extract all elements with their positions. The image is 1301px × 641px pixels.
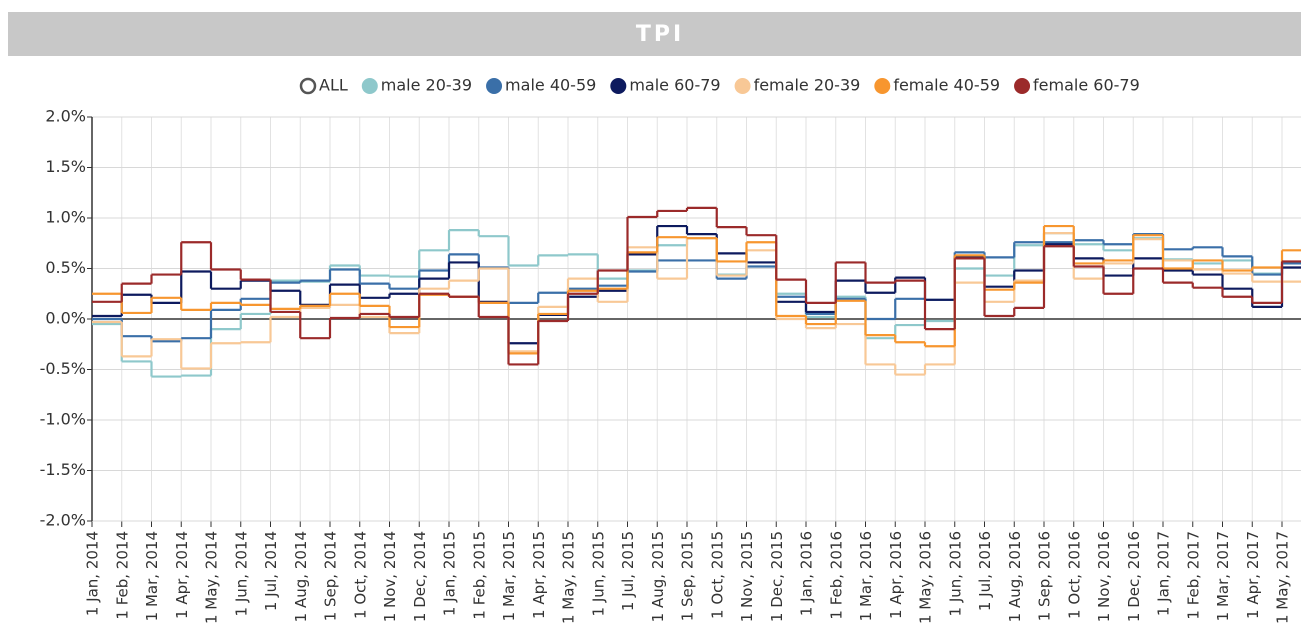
y-tick-label: 1.5% (45, 157, 86, 176)
x-tick-label: 1 Jan, 2017 (1155, 531, 1173, 616)
x-tick-label: 1 Sep, 2015 (679, 531, 697, 621)
legend-label: male 40-59 (505, 76, 596, 95)
x-tick-label: 1 Jul, 2016 (976, 531, 994, 611)
x-tick-label: 1 Nov, 2016 (1095, 531, 1113, 622)
x-tick-label: 1 Mar, 2014 (143, 531, 161, 621)
x-tick-label: 1 Dec, 2016 (1125, 531, 1143, 622)
x-tick-label: 1 Oct, 2016 (1065, 531, 1083, 619)
legend-marker (486, 78, 503, 94)
x-tick-label: 1 Jun, 2014 (232, 531, 250, 616)
x-tick-label: 1 Feb, 2014 (113, 531, 131, 620)
series (92, 229, 1301, 378)
legend-label: male 20-39 (381, 76, 472, 95)
legend-label: female 40-59 (893, 76, 1000, 95)
legend-marker (299, 77, 317, 95)
x-tick-label: 1 Apr, 2016 (887, 531, 905, 619)
x-tick-label: 1 Jun, 2015 (589, 531, 607, 616)
x-tick-label: 1 Oct, 2014 (351, 531, 369, 619)
legend-marker (874, 78, 891, 94)
x-tick-label: 1 Aug, 2016 (1006, 531, 1024, 622)
x-tick-label: 1 Jan, 2015 (441, 531, 459, 616)
legend-marker (1014, 78, 1031, 94)
x-tick-label: 1 May, 2016 (917, 531, 935, 624)
x-tick-label: 1 Jul, 2014 (262, 531, 280, 611)
x-tick-label: 1 Mar, 2017 (1214, 531, 1232, 621)
x-tick-label: 1 Sep, 2016 (1036, 531, 1054, 621)
x-tick-label: 1 Oct, 2015 (708, 531, 726, 619)
x-tick-label: 1 May, 2014 (203, 531, 221, 624)
title-bar (8, 12, 1301, 56)
x-tick-label: 1 May, 2017 (1274, 531, 1292, 624)
x-tick-label: 1 Jul, 2015 (619, 531, 637, 611)
x-tick-label: 1 Feb, 2016 (827, 531, 845, 620)
x-tick-label: 1 Mar, 2015 (500, 531, 518, 621)
x-tick-label: 1 Nov, 2014 (381, 531, 399, 622)
x-tick-label: 1 Feb, 2015 (470, 531, 488, 620)
legend-marker (610, 78, 627, 94)
x-tick-label: 1 Dec, 2015 (768, 531, 786, 622)
x-tick-label: 1 Jan, 2014 (84, 531, 102, 616)
x-tick-label: 1 Aug, 2014 (292, 531, 310, 622)
y-tick-label: -1.0% (40, 410, 86, 429)
legend-label: female 20-39 (754, 76, 861, 95)
x-tick-label: 1 Sep, 2014 (322, 531, 340, 621)
legend-marker (361, 78, 378, 94)
legend-label: female 60-79 (1033, 76, 1140, 95)
y-tick-label: -1.5% (40, 460, 86, 479)
legend-label: male 60-79 (629, 76, 720, 95)
y-tick-label: -2.0% (40, 511, 86, 530)
y-tick-label: 0.0% (45, 309, 86, 328)
x-tick-label: 1 Feb, 2017 (1184, 531, 1202, 620)
x-tick-label: 1 Jan, 2016 (798, 531, 816, 616)
x-tick-label: 1 Dec, 2014 (411, 531, 429, 622)
y-tick-label: 1.0% (45, 208, 86, 227)
x-tick-label: 1 Mar, 2016 (857, 531, 875, 621)
legend-label: ALL (319, 76, 348, 95)
y-tick-label: -0.5% (40, 359, 86, 378)
y-tick-label: 2.0% (45, 107, 86, 126)
x-tick-label: 1 Apr, 2017 (1244, 531, 1262, 619)
series (92, 206, 1301, 366)
x-tick-label: 1 Aug, 2015 (649, 531, 667, 622)
x-tick-label: 1 Apr, 2014 (173, 531, 191, 619)
y-tick-label: 0.5% (45, 258, 86, 277)
legend-marker (734, 78, 751, 94)
chart-title: TPI (636, 22, 684, 47)
x-tick-label: 1 Nov, 2015 (738, 531, 756, 622)
x-tick-label: 1 May, 2015 (560, 531, 578, 624)
x-tick-label: 1 Jun, 2016 (946, 531, 964, 616)
series (92, 232, 1301, 376)
x-tick-label: 1 Apr, 2015 (530, 531, 548, 619)
